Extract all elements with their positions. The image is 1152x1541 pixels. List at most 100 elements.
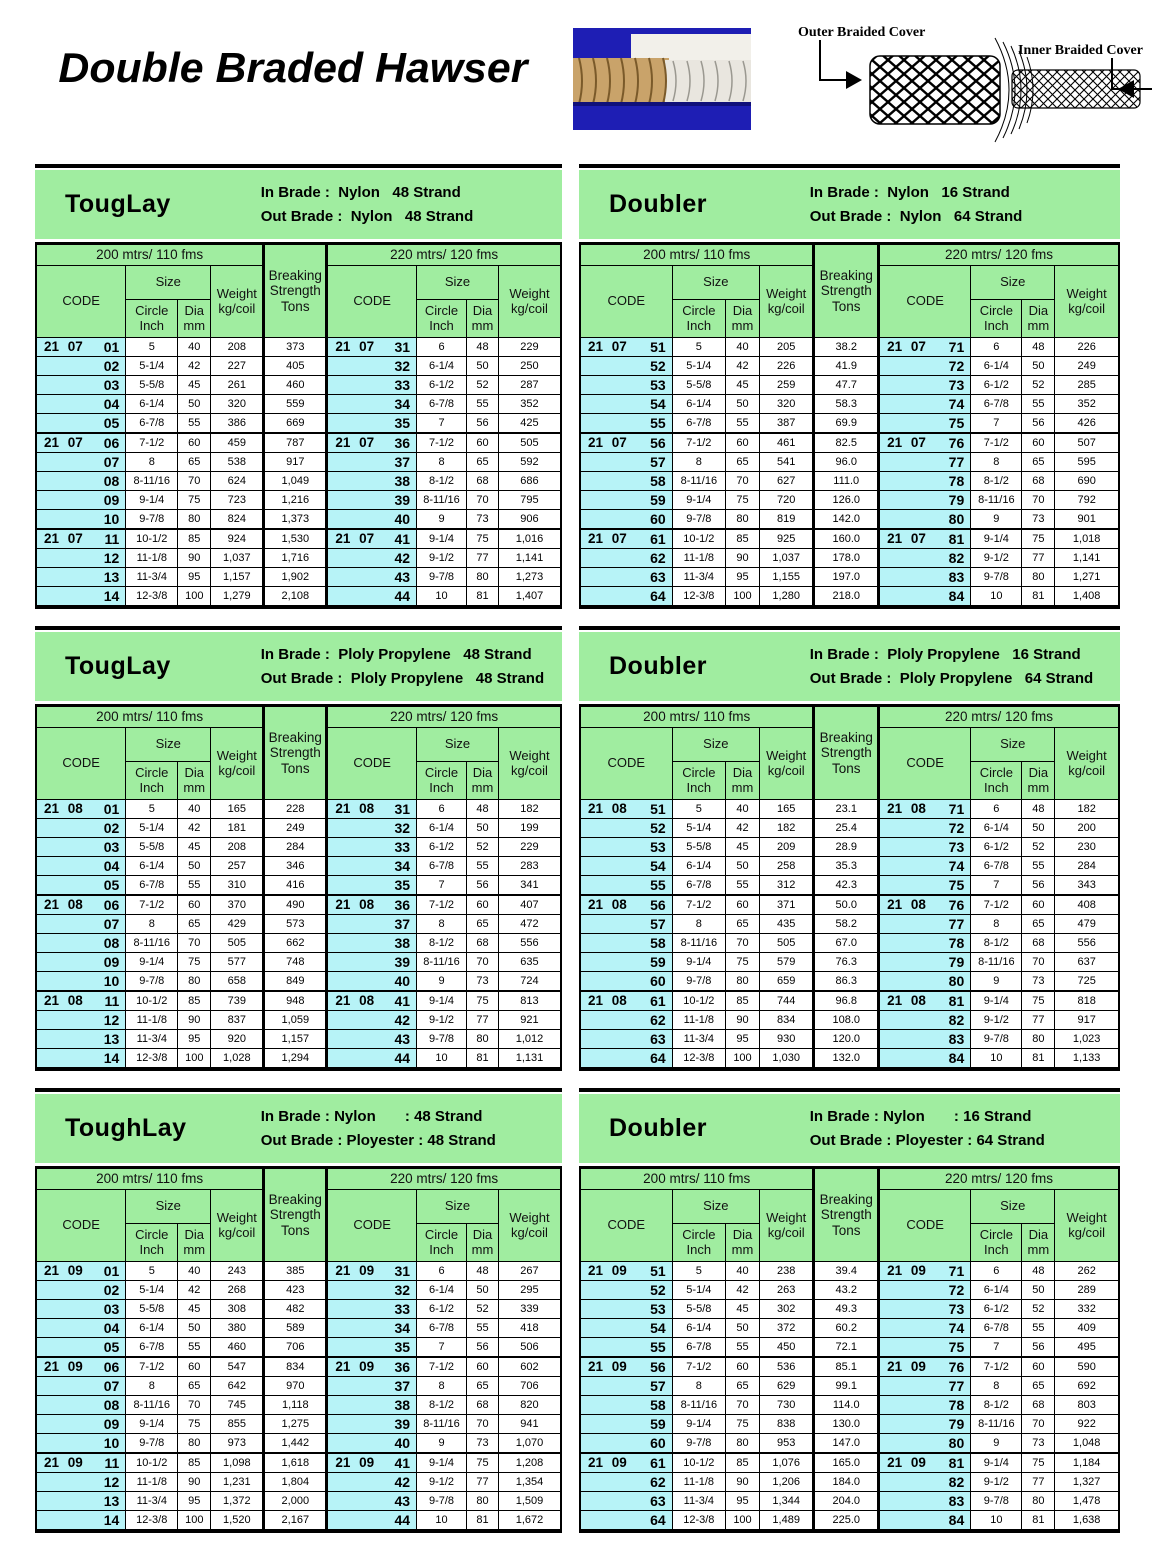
weight-cell: 803 [1054,1395,1120,1415]
circle-inch-cell: 9-7/8 [970,1029,1023,1049]
breaking-strength-cell: 60.2 [812,1318,881,1338]
circle-inch-cell: 11-1/8 [671,548,727,568]
table-row: 05 6-7/8 55 310 416 35 7 56 341 [35,875,562,896]
breaking-strength-cell: 126.0 [812,490,881,510]
code-value: 80 [880,512,970,526]
code-cell: 21 09 41 [326,1452,418,1473]
code-value: 21 07 71 [880,340,970,354]
table-row: 63 11-3/4 95 1,155 197.0 83 9-7/8 80 1,271 [579,567,1120,587]
code-cell: 75 [878,1337,972,1358]
weight-cell: 906 [497,509,562,530]
circle-inch-cell: 6 [416,799,467,819]
code-cell: 09 [35,1414,127,1434]
circle-inch-cell: 12-3/8 [125,586,179,608]
weight-cell: 332 [1054,1299,1120,1319]
weight-cell: 268 [210,1280,265,1300]
circle-inch-cell: 10-1/2 [671,990,727,1011]
table-row: 53 5-5/8 45 302 49.3 73 6-1/2 52 332 [579,1299,1120,1319]
dia-mm-cell: 65 [465,914,499,934]
weight-cell: 1,018 [1054,528,1120,549]
breaking-strength-cell: 38.2 [812,337,881,357]
code-cell: 80 [878,1433,972,1454]
weight-cell: 819 [758,509,815,530]
code-cell: 60 [579,971,673,992]
size-header: Size [970,1189,1056,1224]
code-cell: 77 [878,1376,972,1396]
circle-inch-cell: 7-1/2 [970,894,1023,915]
dia-mm-header: Dia mm [465,761,499,800]
dia-mm-cell: 73 [465,971,499,992]
dia-mm-cell: 100 [725,586,760,608]
code-value: 75 [880,878,970,892]
code-value: 07 [37,917,125,931]
code-suffix: 77 [948,916,965,932]
code-suffix: 43 [394,1493,411,1509]
weight-cell: 227 [210,356,265,376]
table-title-band: Doubler In Brade : Nylon : 16 Strand Out B… [579,1094,1120,1163]
table-row: 08 8-11/16 70 624 1,049 38 8-1/2 68 686 [35,471,562,491]
table-row: 64 12-3/8 100 1,030 132.0 84 10 81 1,133 [579,1048,1120,1070]
breaking-strength-cell: 423 [262,1280,329,1300]
code-value: 44 [328,1050,415,1066]
outer-arrow [819,40,862,89]
code-suffix: 44 [394,1050,411,1066]
circle-inch-cell: 8-1/2 [416,1395,467,1415]
dia-mm-cell: 40 [177,1261,212,1281]
weight-cell: 343 [1054,875,1120,896]
code-value: 53 [581,1302,671,1316]
circle-inch-cell: 10 [970,586,1023,608]
dia-mm-cell: 65 [725,914,760,934]
dia-mm-cell: 77 [1021,1010,1056,1030]
code-suffix: 61 [650,993,666,1009]
code-value: 79 [880,955,970,969]
weight-cell: 624 [210,471,265,491]
dia-mm-cell: 90 [725,548,760,568]
code-suffix: 34 [394,858,411,874]
weight-cell: 1,279 [210,586,265,608]
dia-mm-cell: 81 [1021,1048,1056,1070]
dia-mm-cell: 55 [1021,856,1056,876]
circle-inch-cell: 11-1/8 [125,548,179,568]
code-cell: 79 [878,490,972,510]
col-group-right: 220 mtrs/ 120 fms [878,1167,1120,1190]
circle-inch-cell: 10 [416,586,467,608]
circle-inch-header: Circle Inch [671,299,727,338]
code-suffix: 39 [394,954,411,970]
dia-mm-cell: 81 [465,1048,499,1070]
weight-header: Weight kg/coil [210,1189,265,1262]
weight-cell: 505 [210,933,265,953]
code-suffix: 03 [103,377,120,393]
code-cell: 57 [579,914,673,934]
weight-cell: 352 [1054,394,1120,414]
circle-inch-cell: 10 [416,1048,467,1070]
dia-mm-cell: 75 [465,1452,499,1473]
table-row: 21 08 11 10-1/2 85 739 948 21 08 41 9-1/4 75 813 [35,990,562,1011]
code-suffix: 02 [103,820,120,836]
circle-inch-cell: 9-1/4 [671,1414,727,1434]
breaking-strength-cell: 1,275 [262,1414,329,1434]
circle-inch-cell: 9-1/4 [671,952,727,972]
code-suffix: 60 [650,1435,666,1451]
circle-inch-cell: 5 [125,337,179,357]
code-value: 21 09 56 [581,1360,671,1374]
code-cell: 33 [326,837,418,857]
circle-inch-cell: 7 [970,413,1023,434]
code-value: 54 [581,1321,671,1335]
table-row: 57 8 65 629 99.1 77 8 65 692 [579,1376,1120,1396]
table-row: 21 08 01 5 40 165 228 21 08 31 6 48 182 [35,799,562,819]
code-cell: 62 [579,1472,673,1492]
code-suffix: 02 [103,1282,120,1298]
dia-mm-cell: 45 [177,1299,212,1319]
code-cell: 59 [579,1414,673,1434]
dia-mm-cell: 85 [725,990,760,1011]
dia-mm-cell: 75 [465,528,499,549]
weight-cell: 1,208 [497,1452,562,1473]
code-value: 21 08 11 [37,994,125,1008]
weight-cell: 925 [758,528,815,549]
dia-mm-cell: 60 [1021,1356,1056,1377]
code-cell: 82 [878,548,972,568]
code-cell: 21 07 76 [878,432,972,453]
breaking-strength-cell: 948 [262,990,329,1011]
weight-cell: 238 [758,1261,815,1281]
table-row: 13 11-3/4 95 1,372 2,000 43 9-7/8 80 1,509 [35,1491,562,1511]
